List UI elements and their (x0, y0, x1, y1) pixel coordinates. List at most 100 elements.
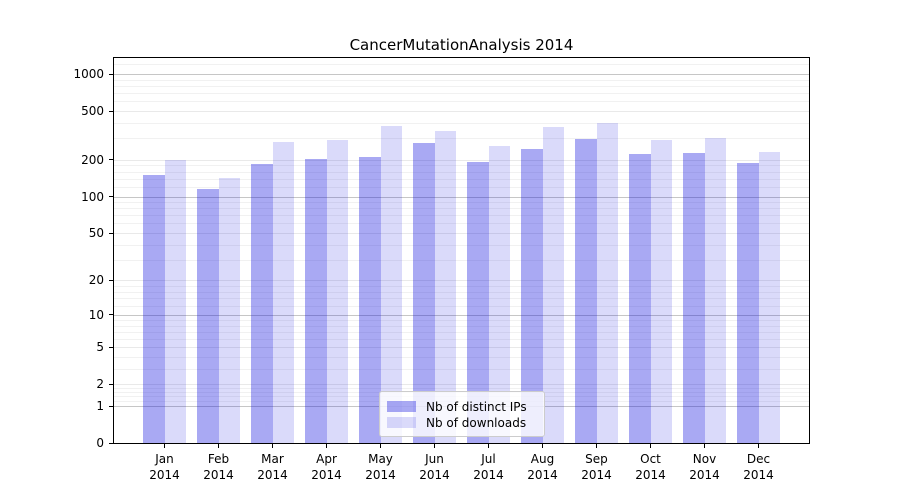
legend-label-downloads: Nb of downloads (426, 415, 527, 430)
bar-mar-downloads (272, 142, 294, 443)
y-axis: 0 1 2 5 10 20 50 100 200 500 1000 (0, 58, 113, 450)
y-tick-label-1: 1 (96, 399, 104, 413)
plot-area (113, 57, 810, 444)
gridline-minor-30 (114, 259, 809, 261)
gridline-10 (114, 314, 809, 316)
bar-jan-downloads (164, 160, 186, 443)
gridline-5 (114, 347, 809, 349)
bar-may-downloads (380, 126, 402, 443)
bar-apr-downloads (326, 139, 348, 443)
y-tick-label-500: 500 (81, 104, 104, 118)
gridline-50 (114, 233, 809, 234)
bar-nov-downloads (704, 138, 726, 443)
x-tick-jun (434, 444, 435, 448)
bar-feb-distinct-ips (197, 189, 219, 443)
x-tick-label-sep: Sep 2014 (581, 452, 612, 482)
legend-label-distinct-ips: Nb of distinct IPs (426, 399, 527, 414)
chart-title: CancerMutationAnalysis 2014 (349, 36, 574, 54)
x-tick-sep (596, 444, 597, 448)
gridline-minor-14 (114, 298, 809, 300)
legend-swatch-downloads-icon (387, 417, 416, 428)
gridline-200 (114, 159, 809, 161)
gridline-minor-3 (114, 369, 809, 370)
gridline-minor-80 (114, 208, 809, 210)
bar-nov-distinct-ips (683, 152, 705, 443)
gridline-20 (114, 280, 809, 282)
gridline-minor-400 (114, 122, 809, 124)
bar-jul-distinct-ips (467, 162, 489, 443)
gridline-minor-120 (114, 186, 809, 188)
x-tick-label-jan: Jan 2014 (149, 452, 180, 482)
bar-oct-distinct-ips (629, 153, 651, 443)
bar-sep-downloads (596, 123, 618, 443)
y-tick-label-100: 100 (81, 189, 104, 204)
x-tick-label-jul: Jul 2014 (473, 452, 504, 482)
gridline-minor-600 (114, 101, 809, 103)
bar-aug-distinct-ips (521, 149, 543, 443)
gridline-minor-1200 (114, 64, 809, 66)
bar-mar-distinct-ips (251, 163, 273, 443)
gridline-minor-16 (114, 291, 809, 293)
gridline-minor-18 (114, 285, 809, 287)
gridline-minor-700 (114, 93, 809, 94)
x-tick-feb (218, 444, 219, 448)
y-tick-200 (109, 159, 113, 161)
y-tick-500 (109, 110, 113, 112)
gridline-minor-90 (114, 202, 809, 204)
bar-dec-downloads (758, 152, 780, 443)
x-tick-label-aug: Aug 2014 (527, 452, 558, 482)
legend-item-downloads: Nb of downloads (387, 415, 536, 430)
y-tick-10 (109, 314, 113, 316)
gridline-minor-180 (114, 165, 809, 167)
x-tick-apr (326, 444, 327, 448)
gridline-minor-70 (114, 215, 809, 217)
y-tick-100 (109, 196, 113, 197)
bar-sep-distinct-ips (575, 139, 597, 443)
gridline-minor-160 (114, 171, 809, 173)
y-tick-0 (109, 442, 113, 444)
y-tick-label-2: 2 (96, 377, 104, 392)
gridline-minor-9 (114, 320, 809, 321)
x-tick-label-mar: Mar 2014 (257, 452, 288, 482)
bar-aug-downloads (542, 127, 564, 443)
x-tick-oct (650, 444, 651, 448)
y-tick-20 (109, 279, 113, 281)
gridline-2 (114, 384, 809, 386)
y-tick-label-5: 5 (96, 340, 104, 355)
x-tick-dec (758, 444, 759, 448)
gridline-minor-900 (114, 79, 809, 81)
y-tick-label-1000: 1000 (73, 67, 104, 81)
gridline-minor-1.8 (114, 388, 809, 389)
y-tick-label-20: 20 (88, 273, 104, 288)
gridline-minor-8 (114, 325, 809, 327)
x-tick-label-nov: Nov 2014 (689, 452, 720, 482)
x-tick-mar (272, 444, 273, 448)
gridline-minor-60 (114, 223, 809, 225)
x-axis: Jan 2014 Feb 2014 Mar 2014 Apr 2014 May 2014 Jun 20… (114, 444, 809, 500)
x-tick-label-apr: Apr 2014 (311, 452, 342, 482)
y-tick-5 (109, 346, 113, 348)
x-tick-nov (704, 444, 705, 448)
gridline-100 (114, 196, 809, 198)
gridline-minor-140 (114, 178, 809, 180)
bar-jan-distinct-ips (143, 175, 165, 443)
gridline-minor-7 (114, 331, 809, 333)
gridline-minor-6 (114, 339, 809, 341)
bar-feb-downloads (218, 178, 240, 443)
y-tick-label-10: 10 (88, 307, 104, 322)
x-tick-label-dec: Dec 2014 (743, 452, 774, 482)
legend-item-distinct-ips: Nb of distinct IPs (387, 399, 536, 414)
legend: Nb of distinct IPs Nb of downloads (379, 391, 545, 437)
bar-oct-downloads (650, 140, 672, 443)
y-tick-2 (109, 383, 113, 385)
x-tick-jul (488, 444, 489, 448)
y-tick-label-200: 200 (81, 152, 104, 167)
y-tick-label-0: 0 (96, 436, 104, 450)
gridline-500 (114, 111, 809, 112)
bar-apr-distinct-ips (305, 159, 327, 443)
bar-may-distinct-ips (359, 156, 381, 443)
x-tick-jan (164, 444, 165, 448)
y-tick-50 (109, 232, 113, 234)
bar-jun-downloads (434, 130, 456, 443)
